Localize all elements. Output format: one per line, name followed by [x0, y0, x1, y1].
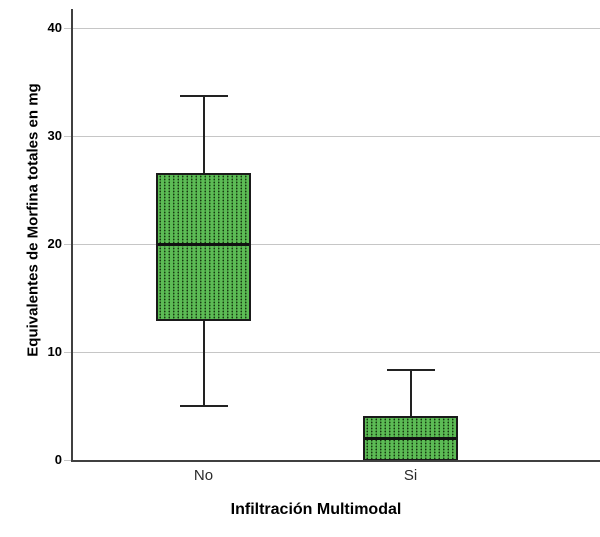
y-axis-line [71, 9, 73, 462]
upper-whisker-cap [386, 369, 435, 372]
median-line-si [365, 436, 456, 440]
y-tick-label: 30 [47, 128, 62, 143]
upper-whisker-line [409, 370, 412, 417]
box-no [156, 172, 251, 321]
gridline-y40 [64, 28, 600, 29]
x-axis-line [71, 460, 600, 462]
y-tick-mark-0 [64, 460, 71, 461]
y-tick-label: 0 [54, 452, 62, 467]
gridline-y10 [64, 352, 600, 353]
x-axis-title: Infiltración Multimodal [230, 501, 402, 518]
y-tick-label: 20 [47, 236, 62, 251]
category-label-no: No [193, 467, 214, 484]
upper-whisker-cap [179, 95, 228, 98]
category-label-si: Si [403, 467, 418, 484]
lower-whisker-cap [179, 405, 228, 407]
y-tick-label: 40 [47, 20, 62, 35]
gridline-y30 [64, 136, 600, 137]
upper-whisker-line [202, 96, 205, 174]
median-line-no [158, 242, 249, 246]
y-tick-label: 10 [47, 344, 62, 359]
gridline-y20 [64, 244, 600, 245]
lower-whisker-line [202, 319, 205, 406]
